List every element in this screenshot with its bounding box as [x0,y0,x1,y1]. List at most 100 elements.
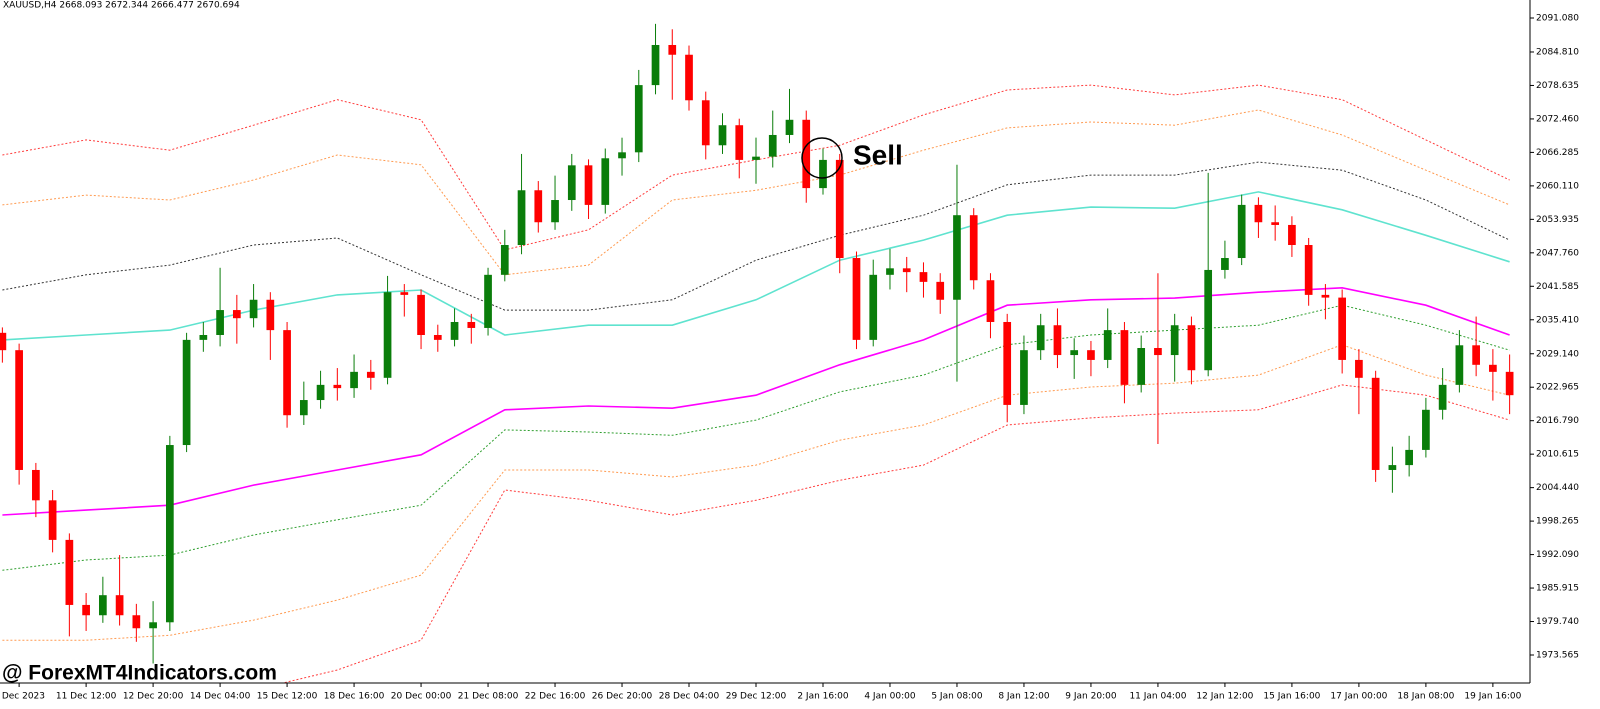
axis-layer: 2091.080 2084.810 2078.635 2072.460 2066.285… [0,13,1579,701]
candle-body [48,500,57,540]
x-tick-label: 8 Dec 2023 [0,692,45,702]
y-tick-label: 1992.090 [1536,550,1579,560]
candle-body [1288,224,1296,246]
x-tick-label: 18 Jan 08:00 [1397,692,1454,702]
candle-body [99,595,107,616]
y-tick-label: 2041.585 [1536,282,1579,292]
x-tick-label: 20 Dec 00:00 [391,692,452,702]
candle-body [1254,204,1263,223]
candle-body [567,165,576,201]
candle-body [333,384,342,389]
indicator-band [2,344,1510,641]
signal-circle [801,137,843,179]
candle-body [165,445,174,623]
x-tick-label: 21 Dec 08:00 [458,692,519,702]
y-tick-label: 2053.935 [1536,215,1579,225]
candle-body [249,299,258,319]
candle-body [433,334,442,340]
candle-body [467,321,476,328]
candle-body [618,152,626,159]
indicator-band [2,109,1510,276]
candle-body [1187,325,1196,371]
y-tick-label: 2010.615 [1536,450,1579,460]
candle-body [534,190,543,223]
x-tick-label: 11 Jan 04:00 [1129,692,1186,702]
x-tick-label: 12 Jan 12:00 [1196,692,1253,702]
candle-body [115,595,124,616]
candle-body [1237,204,1246,259]
candle-body [299,400,308,416]
x-tick-label: 15 Jan 16:00 [1263,692,1320,702]
y-tick-label: 2072.460 [1536,114,1579,124]
candle-body [1070,350,1079,356]
candle-body [517,190,526,246]
candle-body [1489,364,1497,372]
candle-layer [0,23,1514,664]
candle-body [1355,359,1363,378]
x-tick-label: 8 Jan 12:00 [998,692,1050,702]
x-tick-label: 2 Jan 16:00 [797,692,849,702]
candle-body [1321,294,1330,298]
y-tick-label: 1998.265 [1536,517,1579,527]
annotation: Sell [853,139,903,170]
candle-body [1271,222,1280,225]
y-tick-label: 2047.760 [1536,248,1579,258]
x-tick-label: 18 Dec 16:00 [324,692,385,702]
candle-body [1154,348,1162,356]
candle-body [768,134,777,157]
candle-body [0,332,7,351]
indicator-band [280,384,1510,683]
y-tick-label: 1979.740 [1536,617,1579,627]
y-tick-label: 2084.810 [1536,47,1579,57]
candle-body [500,245,509,275]
candle-body [65,539,74,605]
candle-body [886,268,894,275]
watermark: @ ForexMT4Indicators.com [2,662,277,685]
candle-body [953,215,961,300]
indicator-band [2,286,1510,516]
y-tick-label: 2066.285 [1536,148,1579,158]
candle-body [802,119,811,189]
candle-body [1053,325,1062,356]
candle-body [366,371,375,378]
candle-body [634,85,643,153]
candle-body [149,622,157,629]
x-tick-label: 17 Jan 00:00 [1330,692,1387,702]
x-tick-label: 4 Jan 00:00 [864,692,916,702]
candle-body [350,371,358,389]
candle-body [199,334,208,340]
y-tick-label: 2035.410 [1536,315,1579,325]
candle-body [1204,269,1213,371]
candle-body [1170,325,1179,356]
candle-body [969,215,978,281]
candle-body [651,44,660,86]
candle-body [1422,409,1430,450]
x-tick-label: 22 Dec 16:00 [525,692,586,702]
candle-body [1003,321,1012,405]
candle-body [1120,330,1129,385]
candle-body [601,158,610,205]
candle-body [819,159,827,189]
candle-body [735,125,744,160]
candle-body [835,159,844,259]
candle-body [701,100,710,146]
candle-body [685,54,693,101]
candle-body [132,615,141,629]
candle-body [718,125,727,146]
y-tick-label: 2078.635 [1536,81,1579,91]
y-tick-label: 2029.140 [1536,349,1579,359]
x-tick-label: 14 Dec 04:00 [190,692,251,702]
candle-body [400,292,409,295]
indicator-band [2,304,1510,571]
x-tick-label: 19 Jan 16:00 [1464,692,1521,702]
candle-body [82,604,90,616]
candle-body [1405,449,1413,466]
candle-body [1338,297,1347,360]
y-tick-label: 2091.080 [1536,13,1579,23]
y-tick-label: 2016.790 [1536,416,1579,426]
candle-body [986,280,995,322]
candle-body [1388,465,1397,470]
y-tick-label: 2060.110 [1536,181,1579,191]
